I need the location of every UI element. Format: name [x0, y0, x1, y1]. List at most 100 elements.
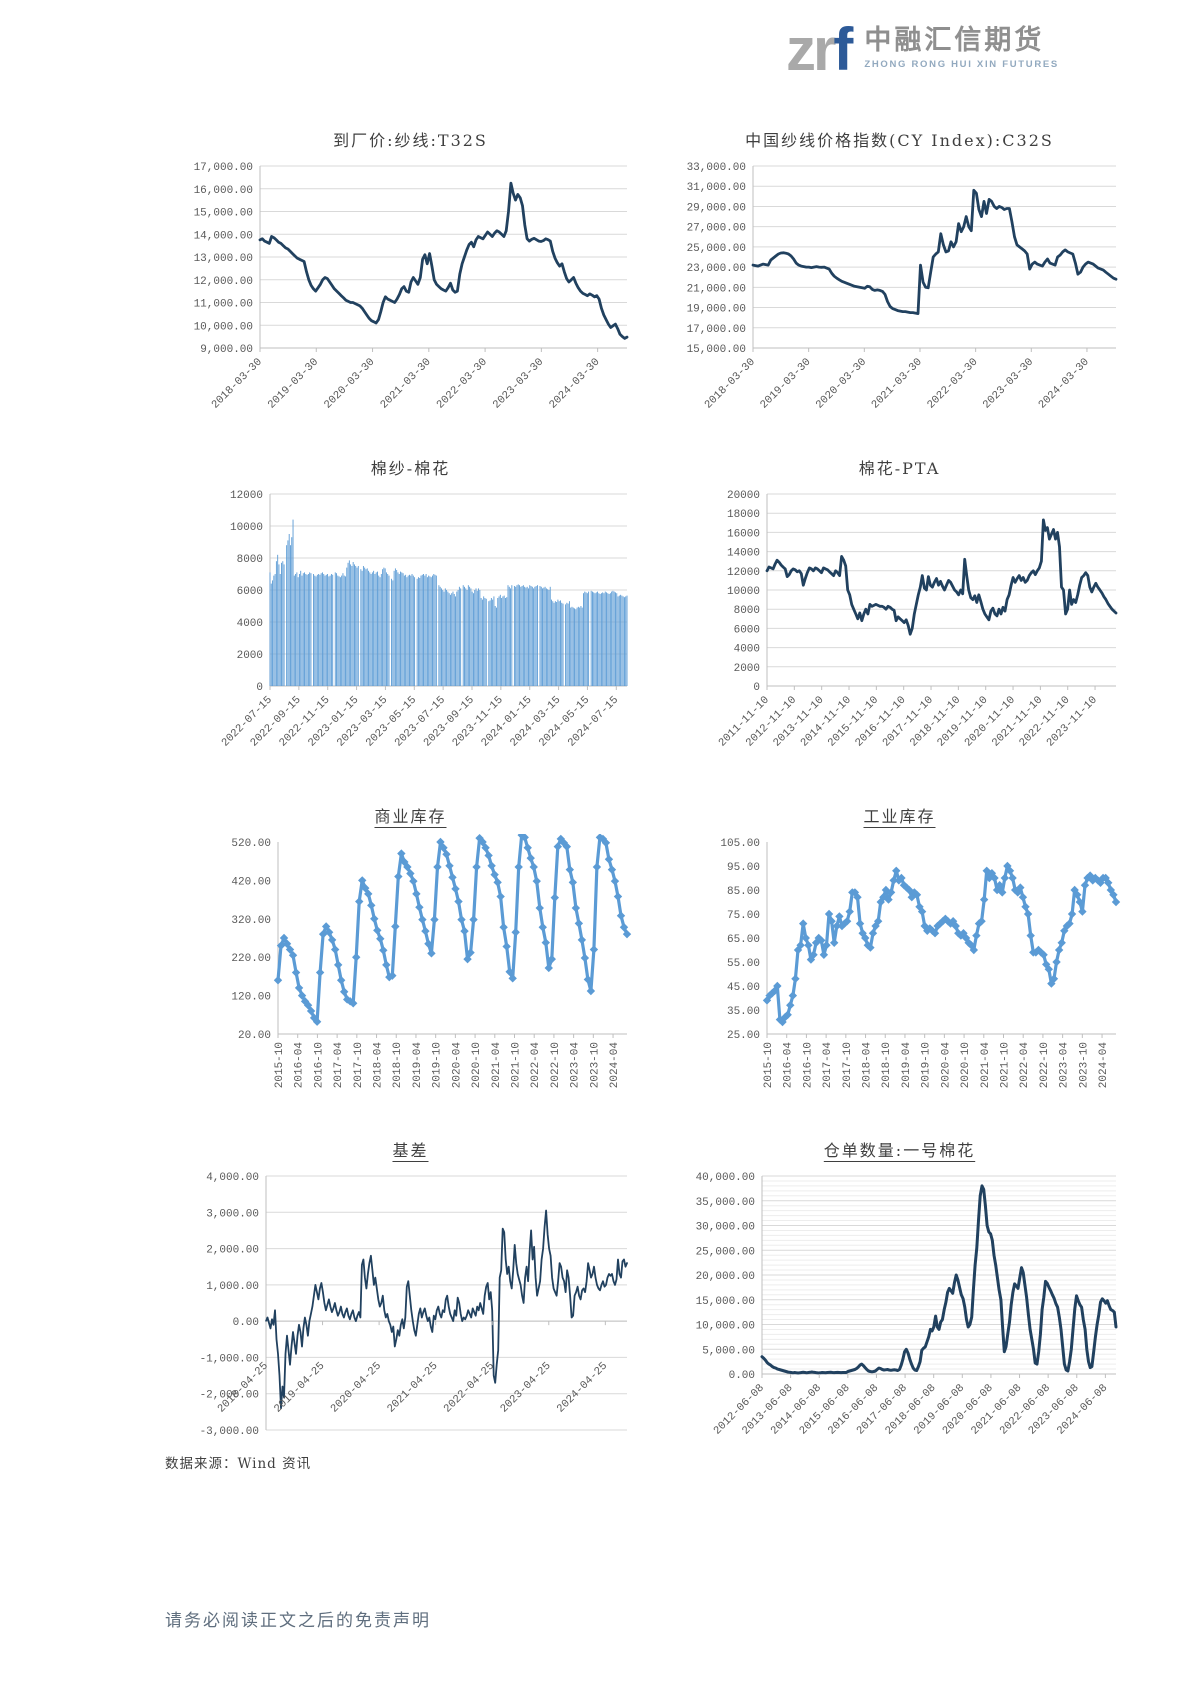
svg-text:-1,000.00: -1,000.00: [200, 1353, 259, 1365]
svg-text:13,000.00: 13,000.00: [194, 253, 253, 265]
svg-text:420.00: 420.00: [231, 876, 271, 888]
svg-text:120.00: 120.00: [231, 992, 271, 1004]
svg-text:33,000.00: 33,000.00: [687, 162, 746, 174]
chart-plot-area: 520.00 420.00 320.00 220.00 120.00 20.00 2015-…: [178, 834, 643, 1104]
svg-text:2020-04-25: 2020-04-25: [329, 1360, 384, 1415]
svg-text:2020-10: 2020-10: [960, 1042, 972, 1088]
svg-text:2022-03-30: 2022-03-30: [925, 356, 980, 411]
svg-text:20000: 20000: [727, 490, 760, 502]
svg-text:2016-10: 2016-10: [802, 1042, 814, 1088]
svg-text:0: 0: [753, 682, 760, 694]
svg-text:2021-04-25: 2021-04-25: [385, 1360, 440, 1415]
chart-plot-area: 40,000.00 35,000.00 30,000.00 25,000.00 20,0…: [667, 1168, 1132, 1456]
svg-text:220.00: 220.00: [231, 953, 271, 965]
chart-plot-area: 4,000.00 3,000.00 2,000.00 1,000.00 0.00 -1,0…: [178, 1168, 643, 1438]
svg-text:10000: 10000: [727, 586, 760, 598]
chart-title: 基差: [392, 1141, 429, 1160]
svg-text:2019-03-30: 2019-03-30: [266, 356, 321, 411]
svg-text:520.00: 520.00: [231, 838, 271, 850]
svg-text:2015-10: 2015-10: [274, 1042, 286, 1088]
svg-text:65.00: 65.00: [727, 934, 760, 946]
svg-text:10000: 10000: [230, 522, 263, 534]
chart-industrial-inventory: 工业库存 105.00 95.00 85.00 75.00 65.00 55.00 45.0…: [667, 804, 1132, 1104]
svg-text:35,000.00: 35,000.00: [696, 1197, 755, 1209]
svg-text:2018-10: 2018-10: [881, 1042, 893, 1088]
svg-text:2021-04: 2021-04: [980, 1042, 992, 1089]
chart-plot-area: 33,000.00 31,000.00 29,000.00 27,000.00 25,0…: [667, 158, 1132, 430]
svg-text:2023-10: 2023-10: [1078, 1042, 1090, 1088]
svg-text:2021-03-30: 2021-03-30: [870, 356, 925, 411]
svg-text:2018-03-30: 2018-03-30: [210, 356, 265, 411]
svg-text:4,000.00: 4,000.00: [206, 1172, 259, 1184]
svg-text:27,000.00: 27,000.00: [687, 223, 746, 235]
svg-text:2016-04: 2016-04: [783, 1042, 795, 1089]
logo-text-block: 中融汇信期货 ZHONG RONG HUI XIN FUTURES: [864, 27, 1059, 75]
svg-text:2022-04: 2022-04: [530, 1042, 542, 1089]
svg-text:2023-03-30: 2023-03-30: [491, 356, 546, 411]
svg-text:2016-10: 2016-10: [313, 1042, 325, 1088]
chart-yarn-minus-cotton-spread: 棉纱-棉花 12000 10000 8000 6000 4000 2000 0 2022-07…: [178, 456, 643, 768]
svg-text:10,000.00: 10,000.00: [696, 1321, 755, 1333]
svg-text:2018-04: 2018-04: [862, 1042, 874, 1089]
svg-text:2020-03-30: 2020-03-30: [322, 356, 377, 411]
svg-text:2024-06-08: 2024-06-08: [1055, 1382, 1110, 1437]
svg-text:16000: 16000: [727, 528, 760, 540]
svg-text:2022-10: 2022-10: [1039, 1042, 1051, 1088]
svg-text:21,000.00: 21,000.00: [687, 283, 746, 295]
logo-zr-letters: zr: [786, 16, 836, 83]
svg-text:2022-03-30: 2022-03-30: [435, 356, 490, 411]
svg-text:85.00: 85.00: [727, 886, 760, 898]
svg-text:2020-10: 2020-10: [471, 1042, 483, 1088]
svg-text:2023-03-30: 2023-03-30: [981, 356, 1036, 411]
svg-text:2019-04: 2019-04: [901, 1042, 913, 1089]
svg-text:2020-03-30: 2020-03-30: [814, 356, 869, 411]
svg-text:19,000.00: 19,000.00: [687, 304, 746, 316]
svg-text:30,000.00: 30,000.00: [696, 1222, 755, 1234]
svg-text:20,000.00: 20,000.00: [696, 1271, 755, 1283]
svg-text:2000: 2000: [734, 663, 760, 675]
svg-text:2017-10: 2017-10: [842, 1042, 854, 1088]
svg-text:18000: 18000: [727, 509, 760, 521]
svg-text:2024-03-30: 2024-03-30: [1037, 356, 1092, 411]
svg-text:2022-04-25: 2022-04-25: [442, 1360, 497, 1415]
chart-title: 棉纱-棉花: [370, 459, 451, 478]
svg-text:15,000.00: 15,000.00: [194, 208, 253, 220]
svg-text:2023-04: 2023-04: [1059, 1042, 1071, 1089]
svg-text:6000: 6000: [237, 586, 263, 598]
data-source-note: 数据来源：Wind 资讯: [165, 1456, 312, 1472]
svg-text:2018-10: 2018-10: [392, 1042, 404, 1088]
chart-cotton-minus-pta-spread: 棉花-PTA 20000 18000 16000 14000 12000 10000 800…: [667, 456, 1132, 768]
chart-cy-index-c32s: 中国纱线价格指数(CY Index):C32S 33,000.00 31,000.…: [667, 128, 1132, 430]
svg-text:55.00: 55.00: [727, 958, 760, 970]
logo-company-name-cn: 中融汇信期货: [864, 25, 1045, 55]
chart-factory-price-yarn-t32s: 到厂价:纱线:T32S 17,000.00 16,000.00 15,000.00 1…: [178, 128, 643, 430]
svg-text:31,000.00: 31,000.00: [687, 182, 746, 194]
svg-text:2024-04: 2024-04: [1098, 1042, 1110, 1089]
svg-text:12000: 12000: [727, 567, 760, 579]
svg-text:2023-10: 2023-10: [589, 1042, 601, 1088]
svg-text:10,000.00: 10,000.00: [194, 321, 253, 333]
svg-text:2019-04: 2019-04: [412, 1042, 424, 1089]
svg-text:2022-10: 2022-10: [550, 1042, 562, 1088]
svg-text:2021-03-30: 2021-03-30: [378, 356, 433, 411]
svg-text:8000: 8000: [237, 554, 263, 566]
logo-f-letter: f: [833, 16, 853, 83]
svg-text:20.00: 20.00: [238, 1030, 271, 1042]
disclaimer-note: 请务必阅读正文之后的免责声明: [165, 1611, 431, 1631]
svg-text:2018-03-30: 2018-03-30: [703, 356, 758, 411]
svg-text:16,000.00: 16,000.00: [194, 185, 253, 197]
chart-plot-area: 105.00 95.00 85.00 75.00 65.00 55.00 45.00 35.0…: [667, 834, 1132, 1104]
svg-text:23,000.00: 23,000.00: [687, 263, 746, 275]
svg-text:2021-04: 2021-04: [491, 1042, 503, 1089]
svg-text:2018-04-25: 2018-04-25: [216, 1360, 271, 1415]
svg-text:-2,000.00: -2,000.00: [200, 1390, 259, 1402]
svg-text:0.00: 0.00: [729, 1370, 755, 1382]
svg-text:11,000.00: 11,000.00: [194, 299, 253, 311]
chart-title: 中国纱线价格指数(CY Index):C32S: [745, 131, 1054, 150]
svg-text:15,000.00: 15,000.00: [696, 1296, 755, 1308]
svg-text:2020-04: 2020-04: [451, 1042, 463, 1089]
svg-text:29,000.00: 29,000.00: [687, 202, 746, 214]
svg-text:2,000.00: 2,000.00: [206, 1245, 259, 1257]
svg-text:9,000.00: 9,000.00: [200, 344, 253, 356]
svg-text:25,000.00: 25,000.00: [696, 1246, 755, 1258]
